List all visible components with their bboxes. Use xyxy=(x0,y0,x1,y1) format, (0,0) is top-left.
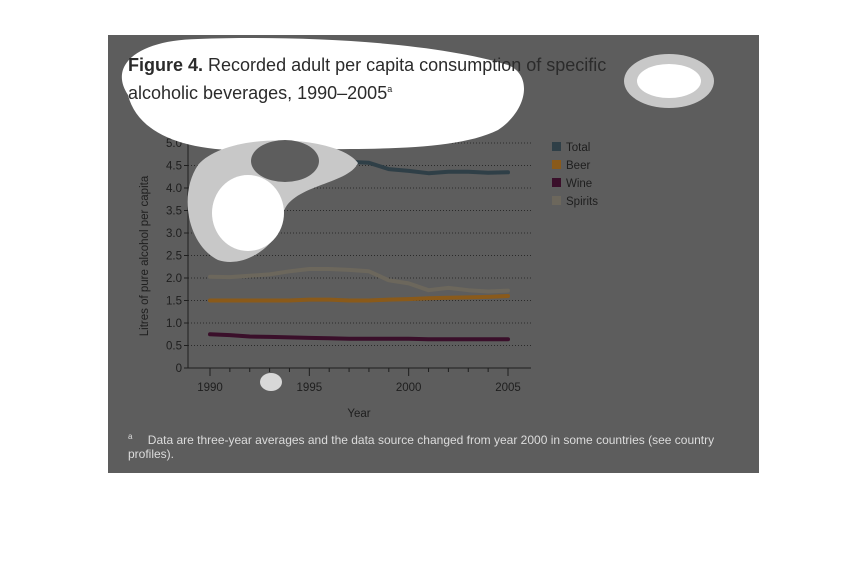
highlight-blob-inner xyxy=(212,175,284,251)
y-axis-label: Litres of pure alcohol per capita xyxy=(139,175,151,336)
footnote: a Data are three-year averages and the d… xyxy=(128,432,759,461)
highlight-blob-title xyxy=(121,38,525,151)
y-tick-label: 2.5 xyxy=(166,251,182,263)
y-tick-label: 4.0 xyxy=(166,183,182,195)
y-tick-label: 4.5 xyxy=(166,161,182,173)
series-line-wine xyxy=(208,332,510,342)
y-tick-label: 2.0 xyxy=(166,273,182,285)
y-tick-label: 0 xyxy=(176,363,182,375)
legend: Total Beer Wine Spirits xyxy=(552,142,598,208)
series-line-spirits xyxy=(208,267,510,294)
y-axis-ticks: 00.51.01.52.02.53.03.54.04.55.0 xyxy=(166,138,188,375)
legend-swatch-beer xyxy=(552,160,561,169)
x-tick-label: 1990 xyxy=(197,382,223,394)
figure-title-text: Recorded adult per capita consumption of… xyxy=(128,55,607,103)
footnote-mark: a xyxy=(128,432,133,441)
x-axis-ticks: 1990 1995 2000 2005 xyxy=(197,368,521,394)
highlight-blob-ring-right-inner xyxy=(637,64,701,98)
series-lines xyxy=(208,158,510,342)
y-tick-label: 1.0 xyxy=(166,318,182,330)
y-tick-label: 0.5 xyxy=(166,341,182,353)
figure-label: Figure 4. xyxy=(128,55,204,75)
y-tick-label: 3.5 xyxy=(166,206,182,218)
x-tick-label: 1995 xyxy=(297,382,323,394)
figure-title: Figure 4. Recorded adult per capita cons… xyxy=(128,53,638,105)
highlight-blob-dark xyxy=(251,140,319,182)
legend-label-total: Total xyxy=(566,142,590,154)
legend-swatch-total xyxy=(552,142,561,151)
legend-label-spirits: Spirits xyxy=(566,196,598,208)
legend-label-beer: Beer xyxy=(566,160,590,172)
x-tick-label: 2005 xyxy=(495,382,521,394)
footnote-text: Data are three-year averages and the dat… xyxy=(128,433,715,461)
legend-label-wine: Wine xyxy=(566,178,592,190)
legend-swatch-wine xyxy=(552,178,561,187)
y-tick-label: 1.5 xyxy=(166,296,182,308)
series-line-beer xyxy=(208,294,510,303)
figure-title-mark: a xyxy=(387,84,393,94)
x-tick-label: 2000 xyxy=(396,382,422,394)
x-axis-label: Year xyxy=(347,408,370,420)
legend-swatch-spirits xyxy=(552,196,561,205)
y-tick-label: 3.0 xyxy=(166,228,182,240)
figure-panel: 0 0.5 1.0 1.5 2.0 2.5 3.0 3.5 4.0 4.5 5.0 1990 1995… xyxy=(108,35,759,473)
highlight-blob-small xyxy=(260,373,282,391)
highlight-overlay xyxy=(121,38,714,391)
